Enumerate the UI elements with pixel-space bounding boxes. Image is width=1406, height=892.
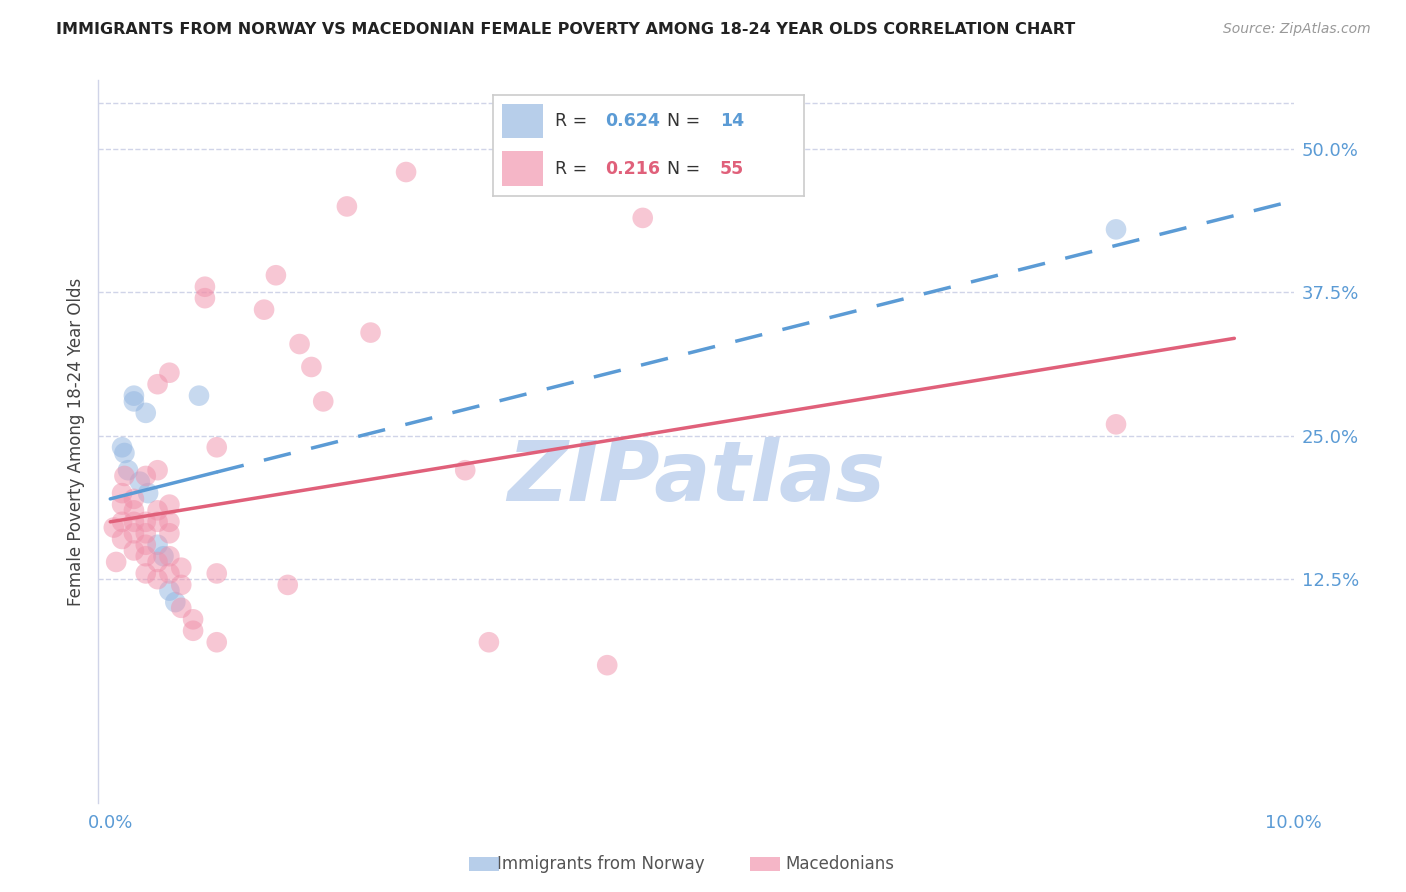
Text: Source: ZipAtlas.com: Source: ZipAtlas.com [1223,22,1371,37]
Point [170,560,193,574]
Point [146,377,169,392]
Point [194,279,217,293]
Point [135,538,157,552]
Point [136,486,159,500]
Point [111,486,134,500]
Point [188,389,211,403]
Point [135,469,157,483]
Point [277,578,299,592]
Point [122,389,145,403]
Point [117,463,139,477]
Point [146,463,169,477]
Point [122,491,145,506]
Point [950,62,973,76]
Point [111,440,134,454]
Point [157,526,180,541]
Point [135,406,157,420]
Point [336,199,359,213]
Point [114,446,136,460]
Point [170,600,193,615]
Point [181,624,204,638]
Point [122,394,145,409]
Point [105,555,128,569]
Point [146,538,169,552]
Point [194,291,217,305]
Point [157,583,180,598]
Y-axis label: Female Poverty Among 18-24 Year Olds: Female Poverty Among 18-24 Year Olds [66,277,84,606]
Point [395,165,418,179]
Point [122,526,145,541]
Point [135,515,157,529]
Point [146,503,169,517]
Point [135,549,157,564]
Point [1105,417,1128,432]
Point [157,366,180,380]
Point [1105,222,1128,236]
Point [111,515,134,529]
Text: Immigrants from Norway: Immigrants from Norway [496,855,704,873]
Point [205,566,228,581]
Point [135,526,157,541]
Point [596,658,619,673]
Point [165,595,187,609]
Point [312,394,335,409]
Point [157,549,180,564]
Point [264,268,287,283]
Point [122,543,145,558]
Point [135,566,157,581]
Point [152,549,174,564]
Point [128,475,150,489]
Point [146,572,169,586]
FancyBboxPatch shape [470,857,499,871]
Point [454,463,477,477]
Point [288,337,311,351]
Point [114,469,136,483]
Text: ZIPatlas: ZIPatlas [508,437,884,518]
Point [157,566,180,581]
Point [111,498,134,512]
Point [253,302,276,317]
Point [157,515,180,529]
Point [146,555,169,569]
Point [299,359,322,374]
Point [146,515,169,529]
Point [157,498,180,512]
Point [478,635,501,649]
Point [631,211,654,225]
Point [122,503,145,517]
Text: IMMIGRANTS FROM NORWAY VS MACEDONIAN FEMALE POVERTY AMONG 18-24 YEAR OLDS CORREL: IMMIGRANTS FROM NORWAY VS MACEDONIAN FEM… [56,22,1076,37]
Point [122,515,145,529]
Point [103,520,125,534]
Point [360,326,382,340]
Point [111,532,134,546]
FancyBboxPatch shape [749,857,780,871]
Text: Macedonians: Macedonians [785,855,894,873]
Point [205,635,228,649]
Point [205,440,228,454]
Point [181,612,204,626]
Point [170,578,193,592]
